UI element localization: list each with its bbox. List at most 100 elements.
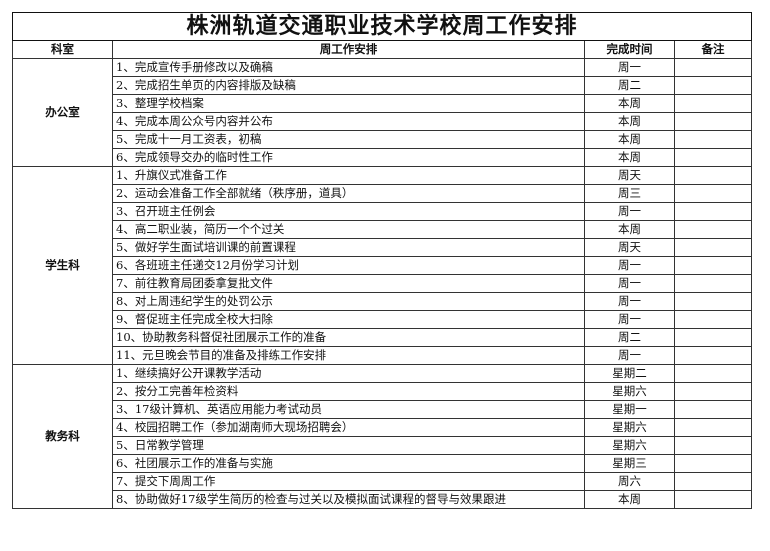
time-cell: 星期六 (584, 436, 675, 455)
time-cell: 周一 (584, 256, 675, 275)
task-cell: 1、继续搞好公开课教学活动 (112, 364, 585, 383)
task-cell: 6、完成领导交办的临时性工作 (112, 148, 585, 167)
note-cell (673, 238, 753, 257)
table-row: 3、整理学校档案 本周 (13, 94, 753, 113)
time-cell: 周二 (584, 76, 675, 95)
task-cell: 1、升旗仪式准备工作 (112, 166, 585, 185)
department-cell: 学生科 (12, 166, 113, 365)
time-cell: 本周 (584, 130, 675, 149)
task-cell: 11、元旦晚会节目的准备及排练工作安排 (112, 346, 585, 365)
table-row: 10、协助教务科督促社团展示工作的准备 周二 (13, 328, 753, 347)
table-row: 学生科 1、升旗仪式准备工作 周天 (12, 166, 753, 365)
table-row: 4、高二职业装，简历一个个过关 本周 (13, 220, 753, 239)
time-cell: 周一 (584, 310, 675, 329)
note-cell (673, 400, 753, 419)
department-cell: 办公室 (12, 58, 113, 167)
task-cell: 1、完成宣传手册修改以及确稿 (112, 58, 585, 77)
task-cell: 5、做好学生面试培训课的前置课程 (112, 238, 585, 257)
table-row: 2、完成招生单页的内容排版及缺稿 周二 (13, 76, 753, 95)
task-cell: 4、校园招聘工作（参加湖南师大现场招聘会） (112, 418, 585, 437)
task-cell: 5、日常教学管理 (112, 436, 585, 455)
note-cell (673, 58, 753, 77)
task-cell: 8、协助做好17级学生简历的检查与过关以及模拟面试课程的督导与效果跟进 (112, 490, 585, 509)
note-cell (673, 310, 753, 329)
time-cell: 星期六 (584, 382, 675, 401)
header-time: 完成时间 (584, 40, 675, 59)
task-cell: 8、对上周违纪学生的处罚公示 (112, 292, 585, 311)
task-cell: 3、17级计算机、英语应用能力考试动员 (112, 400, 585, 419)
table-row: 7、提交下周周工作 周六 (13, 472, 753, 491)
time-cell: 周六 (584, 472, 675, 491)
time-cell: 周二 (584, 328, 675, 347)
task-cell: 2、完成招生单页的内容排版及缺稿 (112, 76, 585, 95)
note-cell (673, 292, 753, 311)
table-row: 8、对上周违纪学生的处罚公示 周一 (13, 292, 753, 311)
time-cell: 周一 (584, 292, 675, 311)
table-row: 6、社团展示工作的准备与实施 星期三 (13, 454, 753, 473)
task-cell: 2、按分工完善年检资料 (112, 382, 585, 401)
note-cell (673, 328, 753, 347)
task-cell: 6、社团展示工作的准备与实施 (112, 454, 585, 473)
table-row: 教务科 1、继续搞好公开课教学活动 星期二 (12, 364, 753, 509)
table-row: 3、17级计算机、英语应用能力考试动员 星期一 (13, 400, 753, 419)
time-cell: 本周 (584, 220, 675, 239)
table-row: 5、完成十一月工资表，初稿 本周 (13, 130, 753, 149)
table-row: 8、协助做好17级学生简历的检查与过关以及模拟面试课程的督导与效果跟进 本周 (13, 490, 753, 509)
task-cell: 4、完成本周公众号内容并公布 (112, 112, 585, 131)
note-cell (673, 490, 753, 509)
time-cell: 周一 (584, 58, 675, 77)
task-cell: 3、召开班主任例会 (112, 202, 585, 221)
table-row: 4、完成本周公众号内容并公布 本周 (13, 112, 753, 131)
note-cell (673, 454, 753, 473)
task-cell: 7、前往教育局团委拿复批文件 (112, 274, 585, 293)
time-cell: 本周 (584, 490, 675, 509)
note-cell (673, 364, 753, 383)
task-cell: 6、各班班主任递交12月份学习计划 (112, 256, 585, 275)
time-cell: 周天 (584, 238, 675, 257)
note-cell (673, 112, 753, 131)
task-cell: 3、整理学校档案 (112, 94, 585, 113)
note-cell (673, 418, 753, 437)
table-row: 2、按分工完善年检资料 星期六 (13, 382, 753, 401)
task-cell: 7、提交下周周工作 (112, 472, 585, 491)
table-row: 9、督促班主任完成全校大扫除 周一 (13, 310, 753, 329)
note-cell (673, 274, 753, 293)
time-cell: 星期三 (584, 454, 675, 473)
time-cell: 本周 (584, 112, 675, 131)
note-cell (673, 94, 753, 113)
table-row: 6、各班班主任递交12月份学习计划 周一 (13, 256, 753, 275)
time-cell: 星期六 (584, 418, 675, 437)
note-cell (673, 472, 753, 491)
task-cell: 9、督促班主任完成全校大扫除 (112, 310, 585, 329)
time-cell: 周一 (584, 202, 675, 221)
time-cell: 本周 (584, 94, 675, 113)
task-cell: 4、高二职业装，简历一个个过关 (112, 220, 585, 239)
note-cell (673, 436, 753, 455)
time-cell: 星期一 (584, 400, 675, 419)
note-cell (673, 382, 753, 401)
document-title: 株洲轨道交通职业技术学校周工作安排 (11, 12, 753, 41)
task-cell: 5、完成十一月工资表，初稿 (112, 130, 585, 149)
department-cell: 教务科 (12, 364, 113, 509)
task-cell: 10、协助教务科督促社团展示工作的准备 (112, 328, 585, 347)
table-row: 2、运动会准备工作全部就绪（秩序册，道具） 周三 (13, 184, 753, 203)
time-cell: 周天 (584, 166, 675, 185)
note-cell (673, 130, 753, 149)
header-task: 周工作安排 (112, 40, 585, 59)
note-cell (673, 346, 753, 365)
note-cell (673, 166, 753, 185)
table-row: 7、前往教育局团委拿复批文件 周一 (13, 274, 753, 293)
table-row: 11、元旦晚会节目的准备及排练工作安排 周一 (13, 346, 753, 365)
time-cell: 周一 (584, 274, 675, 293)
table-row: 3、召开班主任例会 周一 (13, 202, 753, 221)
time-cell: 星期二 (584, 364, 675, 383)
table-row: 4、校园招聘工作（参加湖南师大现场招聘会） 星期六 (13, 418, 753, 437)
time-cell: 本周 (584, 148, 675, 167)
time-cell: 周三 (584, 184, 675, 203)
note-cell (673, 256, 753, 275)
note-cell (673, 220, 753, 239)
note-cell (673, 148, 753, 167)
header-dept: 科室 (12, 40, 113, 59)
task-cell: 2、运动会准备工作全部就绪（秩序册，道具） (112, 184, 585, 203)
table-row: 6、完成领导交办的临时性工作 本周 (13, 148, 753, 167)
